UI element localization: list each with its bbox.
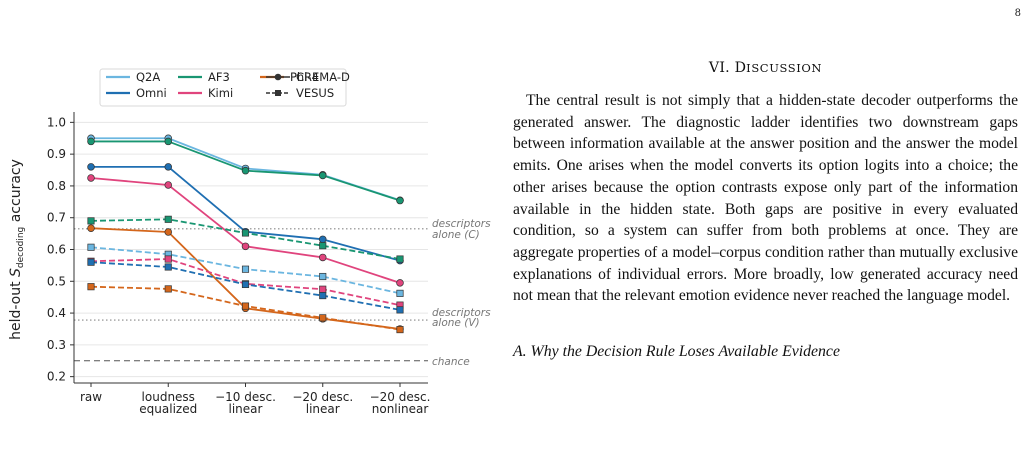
y-tick-label: 0.2 xyxy=(47,370,66,384)
data-point-square xyxy=(396,326,404,334)
descriptors-v-label: descriptors xyxy=(432,307,491,319)
data-point-square xyxy=(164,263,172,271)
data-point-circle xyxy=(164,163,173,171)
x-tick-label: loudness xyxy=(142,390,195,404)
x-tick-label: nonlinear xyxy=(372,402,429,416)
data-point-square xyxy=(241,229,250,237)
legend-label: AF3 xyxy=(208,70,230,84)
descriptors-c-label-2: alone (C) xyxy=(432,229,480,241)
data-point-square xyxy=(164,215,172,223)
data-point-circle xyxy=(241,166,250,175)
data-point-square xyxy=(241,302,250,310)
data-point-circle xyxy=(164,181,173,189)
discussion-column: VI. DISCUSSION The central result is not… xyxy=(513,60,1018,361)
legend-box xyxy=(99,68,347,107)
legend-label: Q2A xyxy=(136,70,160,84)
data-point-square xyxy=(396,306,404,314)
data-point-square xyxy=(87,258,95,266)
y-tick-label: 1.0 xyxy=(47,115,66,129)
x-tick-label: equalized xyxy=(139,402,197,416)
discussion-paragraph: The central result is not simply that a … xyxy=(513,92,1018,305)
y-tick-label: 0.3 xyxy=(47,338,66,352)
y-axis-label: held-out Sdecoding accuracy xyxy=(8,159,26,340)
legend-corpus-label: CREMA-D xyxy=(296,70,350,84)
data-point-circle xyxy=(396,196,404,205)
chance-label: chance xyxy=(432,356,470,368)
x-tick-label: linear xyxy=(306,402,340,416)
legend-label: Kimi xyxy=(208,86,233,100)
data-point-square xyxy=(396,255,404,263)
x-tick-label: linear xyxy=(229,402,263,416)
data-point-circle xyxy=(319,235,327,244)
data-point-square xyxy=(241,280,250,289)
y-tick-label: 0.5 xyxy=(47,274,66,288)
x-tick-label: −20 desc. xyxy=(370,390,431,404)
y-tick-label: 0.7 xyxy=(47,211,66,225)
legend-corpus-label: VESUS xyxy=(296,86,334,100)
data-point-circle xyxy=(164,228,173,236)
data-point-square xyxy=(87,243,95,251)
section-title-initial: D xyxy=(734,60,747,76)
data-point-square xyxy=(87,283,95,291)
x-tick-label: raw xyxy=(80,390,102,404)
subsection-heading: A. Why the Decision Rule Loses Available… xyxy=(513,343,840,361)
data-point-circle xyxy=(87,224,95,232)
data-point-square xyxy=(319,314,327,322)
legend-circle-marker xyxy=(274,73,282,81)
data-point-square xyxy=(87,217,95,225)
y-tick-label: 0.4 xyxy=(47,306,66,320)
data-point-circle xyxy=(87,174,95,182)
data-point-square xyxy=(164,255,172,263)
data-point-square xyxy=(319,285,327,293)
section-title-rest: ISCUSSION xyxy=(746,61,823,75)
section-number: VI. xyxy=(708,60,735,76)
y-tick-label: 0.8 xyxy=(47,179,66,193)
legend-square-marker xyxy=(275,90,281,96)
data-point-square xyxy=(319,292,327,300)
section-heading: VI. DISCUSSION xyxy=(513,60,1018,76)
data-point-circle xyxy=(87,137,95,146)
data-point-circle xyxy=(319,253,327,262)
y-tick-label: 0.6 xyxy=(47,243,66,257)
data-point-circle xyxy=(319,171,327,180)
legend-label: Omni xyxy=(136,86,167,100)
data-point-square xyxy=(164,285,172,293)
descriptors-v-label-2: alone (V) xyxy=(432,317,480,329)
data-point-circle xyxy=(396,279,404,287)
data-point-square xyxy=(319,242,327,250)
data-point-circle xyxy=(164,137,173,146)
data-point-circle xyxy=(87,163,95,171)
x-tick-label: −10 desc. xyxy=(215,390,276,404)
series-line-af3-vesus xyxy=(90,218,401,260)
data-point-square xyxy=(396,289,404,297)
data-point-circle xyxy=(241,242,250,251)
descriptors-c-label: descriptors xyxy=(432,218,491,230)
y-tick-label: 0.9 xyxy=(47,147,66,161)
decoding-accuracy-figure: descriptors alone (C) descriptors alone (V)… xyxy=(0,64,500,444)
data-point-square xyxy=(319,272,327,281)
page-number: 8 xyxy=(1014,8,1021,19)
data-point-square xyxy=(241,265,250,273)
x-tick-label: −20 desc. xyxy=(292,390,353,404)
legend-label: Phi-4 xyxy=(290,70,319,84)
